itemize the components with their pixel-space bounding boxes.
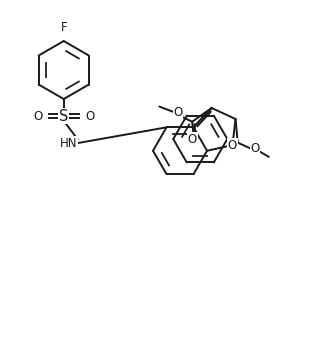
Text: HN: HN: [60, 137, 78, 150]
Text: O: O: [188, 133, 197, 146]
Text: O: O: [33, 110, 42, 123]
Text: F: F: [60, 21, 67, 34]
Text: O: O: [85, 110, 94, 123]
Text: O: O: [250, 142, 260, 155]
Text: O: O: [228, 139, 237, 152]
Text: O: O: [173, 106, 183, 119]
Text: S: S: [59, 109, 68, 124]
